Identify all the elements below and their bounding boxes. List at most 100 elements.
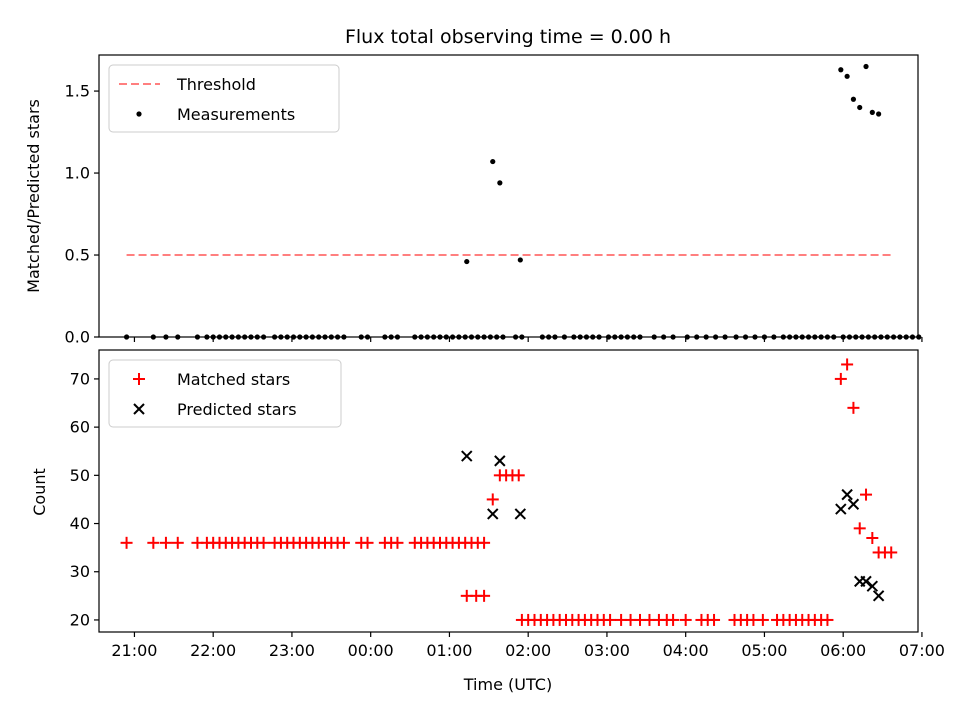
measurement-point [424, 334, 430, 340]
measurement-point [761, 334, 768, 340]
measurement-point [897, 334, 903, 340]
measurement-point [546, 334, 552, 340]
measurement-point [223, 334, 229, 340]
legend-label-threshold: Threshold [176, 75, 256, 94]
measurement-point [552, 334, 558, 340]
measurement-point [869, 109, 875, 115]
measurement-point [780, 334, 786, 340]
top-y-tick-label: 0.5 [65, 246, 90, 265]
top-y-tick-label: 0.0 [65, 328, 90, 347]
matched-star-point [847, 401, 860, 414]
matched-star-point [853, 522, 866, 535]
measurement-point [631, 334, 637, 340]
matched-legend-marker [133, 373, 145, 385]
measurement-point [637, 334, 643, 340]
measurement-point [235, 334, 241, 340]
measurement-point [865, 334, 871, 340]
measurement-point [297, 334, 303, 340]
bottom-y-tick-label: 40 [70, 514, 90, 533]
matched-star-point [171, 536, 184, 549]
measurement-point [903, 334, 909, 340]
matched-star-point [708, 613, 721, 626]
measurement-point [838, 67, 844, 73]
measurement-point [846, 334, 853, 340]
measurement-point [341, 334, 347, 340]
matched-star-point [391, 536, 404, 549]
predicted-star-point [461, 450, 473, 462]
measurement-point [916, 334, 922, 340]
measurement-point [210, 334, 216, 340]
matched-star-point [159, 536, 172, 549]
measurement-point [793, 334, 799, 340]
measurement-point [670, 334, 676, 340]
measurement-point [497, 180, 503, 186]
measurement-point [517, 257, 523, 263]
matched-star-point [257, 536, 270, 549]
measurement-point [278, 334, 284, 340]
top-plot-panel: 0.0 0.5 1.0 1.5 Flux total observing time =… [24, 26, 923, 347]
matched-star-point [478, 589, 491, 602]
top-legend: Threshold Measurements [108, 64, 340, 133]
measurement-point [590, 334, 596, 340]
predicted-star-point [835, 503, 847, 515]
predicted-star-point [860, 575, 872, 588]
measurement-point [577, 334, 583, 340]
measurement-point [884, 334, 890, 340]
bottom-legend: Matched stars Predicted stars [108, 359, 342, 428]
count-points [120, 358, 898, 626]
measurement-point [612, 334, 618, 340]
measurement-point [605, 334, 612, 340]
measurement-point [742, 334, 749, 340]
predicted-star-point [514, 508, 527, 520]
bottom-y-tick-label: 60 [70, 418, 90, 437]
matched-star-point [821, 613, 834, 626]
measurement-point [462, 334, 468, 340]
predicted-star-point [487, 508, 499, 520]
measurement-point [175, 334, 181, 340]
measurement-point [490, 158, 496, 165]
measurement-point [388, 334, 394, 340]
matched-star-point [486, 493, 499, 506]
measurement-point [150, 334, 156, 340]
predicted-star-point [847, 498, 860, 510]
measurement-point [812, 334, 818, 340]
measurement-point [651, 334, 657, 340]
measurement-point [254, 334, 260, 340]
matched-star-point [667, 613, 680, 626]
measurement-point [163, 334, 169, 340]
legend-label-predicted: Predicted stars [177, 400, 297, 419]
measurement-point [661, 334, 667, 340]
top-y-ticks: 0.0 0.5 1.0 1.5 [65, 82, 99, 347]
measurement-point [752, 334, 758, 340]
matched-star-point [885, 546, 898, 559]
measurement-point [872, 334, 878, 340]
bottom-x-ticks: 21:00 22:00 23:00 00:00 01:00 02:00 03:00 04:00… [111, 632, 945, 660]
measurement-point [840, 334, 846, 340]
measurement-point [260, 334, 267, 340]
matched-star-point [120, 536, 133, 549]
measurement-point [437, 334, 443, 340]
matched-star-point [860, 488, 873, 501]
predicted-legend-marker [133, 403, 145, 415]
measurement-point [303, 334, 309, 340]
measurement-point [857, 104, 863, 111]
measurement-point [418, 334, 424, 340]
measurement-point [771, 334, 777, 340]
matched-star-point [756, 613, 769, 626]
measurement-point [733, 334, 739, 340]
bottom-y-tick-label: 50 [70, 466, 90, 485]
matched-star-point [834, 372, 847, 385]
measurement-point [204, 334, 210, 340]
measurement-point [494, 334, 500, 340]
matched-star-point [679, 613, 692, 626]
measurement-point [443, 334, 449, 340]
measurement-point [618, 334, 624, 340]
matched-star-point [866, 532, 879, 544]
legend-label-matched: Matched stars [177, 370, 290, 389]
measurement-point [850, 96, 857, 102]
measurement-point [876, 111, 882, 117]
measurement-point [512, 334, 519, 340]
measurement-point [248, 334, 254, 340]
bottom-y-axis-label: Count [30, 468, 49, 516]
x-tick-label: 02:00 [505, 641, 551, 660]
